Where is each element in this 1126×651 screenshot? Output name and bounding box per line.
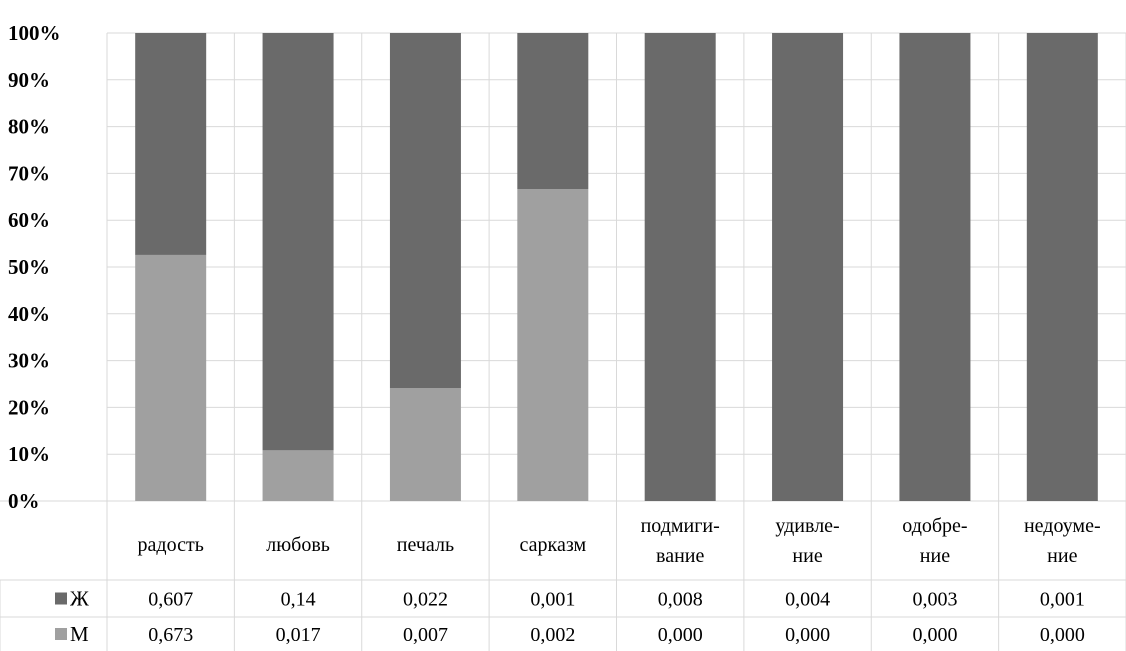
- category-label: одобре-: [902, 515, 967, 537]
- legend-key-М: [55, 628, 67, 640]
- category-label: недоуме-: [1024, 515, 1101, 537]
- bar-segment-Ж: [262, 33, 334, 451]
- data-table: радость любовь печаль сарказм подмиги-вание у…: [55, 515, 1101, 646]
- bar-segment-Ж: [135, 33, 207, 255]
- table-cell: 0,017: [276, 624, 321, 646]
- bar-segment-Ж: [899, 33, 971, 501]
- table-cell: 0,001: [530, 589, 575, 611]
- table-cell: 0,002: [530, 624, 575, 646]
- y-tick-label: 20%: [8, 395, 50, 419]
- legend-label: Ж: [70, 587, 89, 611]
- legend-key-Ж: [55, 592, 67, 605]
- y-tick-label: 90%: [8, 68, 50, 92]
- legend-label: М: [70, 622, 89, 646]
- bar-segment-М: [262, 450, 334, 501]
- y-tick-label: 50%: [8, 255, 50, 279]
- y-axis: 0% 10% 20% 30% 40% 50% 60% 70% 80% 90% 100%: [8, 21, 61, 513]
- bar-segment-М: [135, 254, 207, 501]
- category-label: ние: [920, 545, 950, 567]
- table-cell: 0,000: [1040, 624, 1085, 646]
- bar-segment-М: [517, 189, 589, 501]
- category-label: подмиги-: [641, 515, 720, 537]
- y-tick-label: 40%: [8, 302, 50, 326]
- table-cell: 0,001: [1040, 589, 1085, 611]
- bar-segment-Ж: [517, 33, 589, 189]
- y-tick-label: 0%: [8, 489, 40, 513]
- category-label: вание: [656, 545, 704, 567]
- table-cell: 0,000: [912, 624, 957, 646]
- y-tick-label: 70%: [8, 161, 50, 185]
- table-cell: 0,008: [658, 589, 703, 611]
- bar-segment-Ж: [1026, 33, 1098, 501]
- category-label: удивле-: [775, 515, 839, 537]
- table-cell: 0,607: [148, 589, 193, 611]
- table-cell: 0,003: [912, 589, 957, 611]
- category-label: радость: [138, 534, 204, 556]
- table-cell: 0,000: [658, 624, 703, 646]
- bar-segment-М: [389, 388, 461, 501]
- y-tick-label: 30%: [8, 349, 50, 373]
- table-cell: 0,022: [403, 589, 448, 611]
- table-cell: 0,007: [403, 624, 448, 646]
- bars: [135, 33, 1098, 501]
- bar-segment-Ж: [644, 33, 716, 501]
- table-cell: 0,000: [785, 624, 830, 646]
- table-cell: 0,004: [785, 589, 830, 611]
- y-tick-label: 80%: [8, 115, 50, 139]
- y-tick-label: 60%: [8, 208, 50, 232]
- category-label: сарказм: [520, 534, 587, 556]
- table-cell: 0,14: [281, 589, 316, 611]
- y-tick-label: 100%: [8, 21, 61, 45]
- bar-segment-Ж: [772, 33, 844, 501]
- bar-segment-Ж: [389, 33, 461, 389]
- category-label: ние: [792, 545, 822, 567]
- category-label: любовь: [266, 534, 330, 556]
- category-label: печаль: [397, 534, 454, 556]
- y-tick-label: 10%: [8, 442, 50, 466]
- category-label: ние: [1047, 545, 1077, 567]
- table-cell: 0,673: [148, 624, 193, 646]
